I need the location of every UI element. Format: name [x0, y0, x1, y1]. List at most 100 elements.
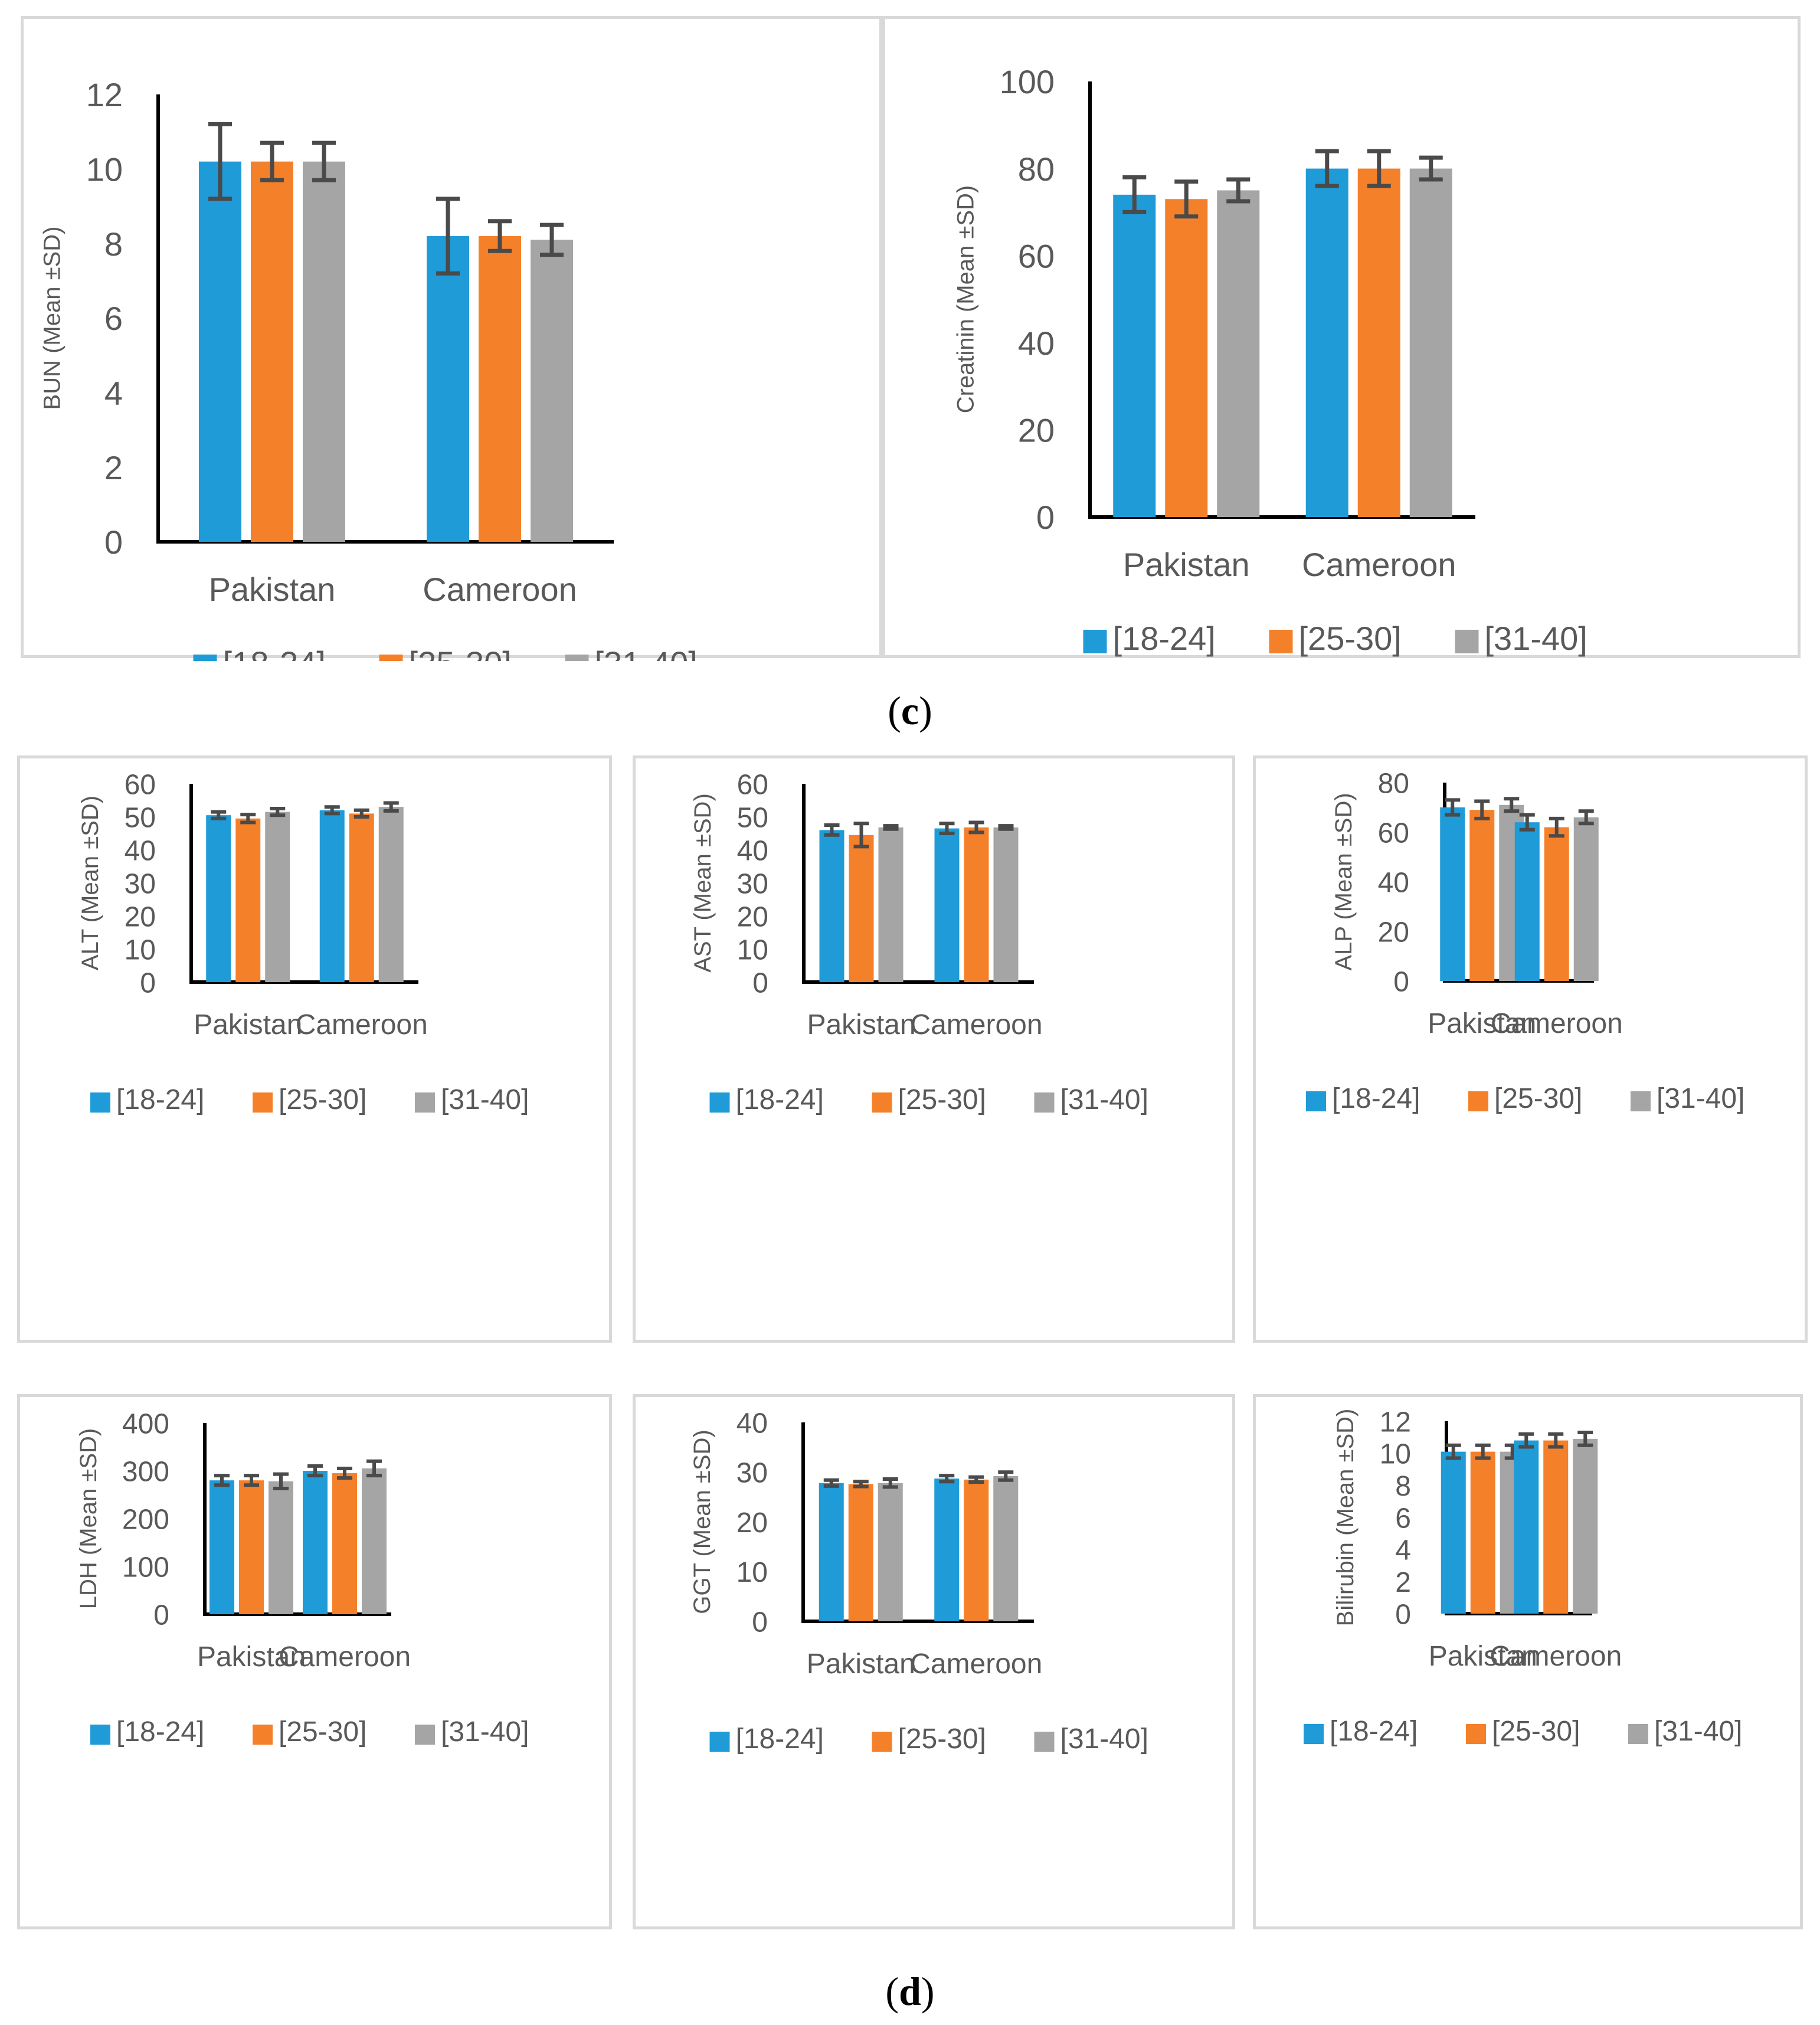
alp-category-1: Cameroon — [1491, 1008, 1623, 1039]
alp-errbar-1-2 — [1578, 809, 1594, 826]
caption-c: (c) — [888, 688, 932, 733]
creatinin-legend-swatch-0 — [1083, 630, 1107, 653]
ast-y-tick-5: 50 — [737, 802, 768, 833]
creatinin-y-tick-1: 20 — [1018, 412, 1055, 449]
creatinin-legend-swatch-2 — [1455, 630, 1479, 653]
ggt-bar-1-2 — [993, 1476, 1019, 1621]
ast-category-1: Cameroon — [910, 1009, 1042, 1041]
panel-alt-chart: 0 10 20 30 40 50 60 ALT (Mean ±SD) Pakistan Camer… — [17, 755, 612, 1343]
panel-ldh-chart: 0 100 200 300 400 LDH (Mean ±SD) Pakistan Camer… — [17, 1394, 612, 1929]
alp-errbar-0-0 — [1445, 798, 1461, 817]
alp-y-tick-2: 40 — [1378, 867, 1409, 898]
bilirubin-legend-label-2: [31-40] — [1654, 1716, 1742, 1747]
alt-bar-0-2 — [265, 812, 290, 982]
bun-legend-label-0: [18-24] — [223, 645, 326, 661]
alt-legend-swatch-2 — [415, 1092, 435, 1113]
alp-legend-label-1: [25-30] — [1494, 1083, 1582, 1114]
bun-errbar-0-1 — [260, 140, 284, 182]
alp-errbar-0-2 — [1504, 797, 1520, 813]
alp-legend-swatch-1 — [1468, 1091, 1488, 1111]
alt-y-tick-3: 30 — [125, 868, 156, 899]
alt-bar-1-0 — [319, 810, 345, 982]
ldh-errbar-1-0 — [307, 1464, 323, 1478]
ldh-bar-0-0 — [210, 1480, 234, 1614]
ldh-y-tick-2: 200 — [122, 1504, 169, 1535]
ggt-y-tick-1: 10 — [736, 1557, 768, 1588]
bilirubin-errbar-0-1 — [1475, 1443, 1491, 1460]
creatinin-y-tick-3: 60 — [1018, 237, 1055, 274]
ldh-bar-0-1 — [239, 1480, 264, 1614]
bilirubin-legend-label-0: [18-24] — [1330, 1716, 1418, 1747]
alt-category-0: Pakistan — [194, 1009, 302, 1041]
bun-chart: 0 2 4 6 8 10 12 BUN (Mean ±SD) Pakistan Cameroon [… — [39, 76, 698, 661]
bilirubin-errbar-1-0 — [1518, 1432, 1534, 1449]
bun-errbar-0-0 — [208, 122, 232, 201]
creatinin-bar-1-2 — [1409, 168, 1452, 518]
alp-y-tick-3: 60 — [1378, 817, 1409, 849]
ldh-errbar-0-2 — [273, 1472, 289, 1490]
alt-bar-0-1 — [235, 818, 261, 982]
bilirubin-category-0: Pakistan — [1429, 1641, 1537, 1672]
alp-errbar-1-1 — [1549, 816, 1564, 838]
alp-legend-swatch-0 — [1306, 1091, 1326, 1111]
bilirubin-bar-1-0 — [1514, 1440, 1539, 1614]
bilirubin-bar-1-2 — [1573, 1438, 1598, 1614]
creatinin-bar-1-0 — [1305, 168, 1348, 518]
alp-legend-label-0: [18-24] — [1332, 1083, 1420, 1114]
ldh-category-1: Cameroon — [279, 1641, 411, 1673]
ldh-y-tick-4: 400 — [122, 1408, 169, 1440]
ast-errbar-0-2 — [883, 824, 899, 831]
panel-bun-chart: 0 2 4 6 8 10 12 BUN (Mean ±SD) Pakistan Cameroon [… — [21, 16, 882, 661]
creatinin-y-label: Creatinin (Mean ±SD) — [953, 185, 979, 414]
alp-legend-swatch-2 — [1631, 1091, 1651, 1111]
ast-errbar-1-1 — [968, 820, 984, 835]
bun-legend-swatch-1 — [379, 655, 403, 661]
ast-bar-0-2 — [878, 827, 904, 982]
alt-y-tick-5: 50 — [125, 802, 156, 833]
alp-bar-1-0 — [1514, 822, 1540, 981]
bun-bar-0-2 — [303, 161, 345, 542]
ldh-errbar-1-2 — [366, 1459, 382, 1478]
ggt-y-tick-3: 30 — [736, 1458, 768, 1489]
ast-bar-1-1 — [964, 827, 989, 982]
bun-y-label: BUN (Mean ±SD) — [39, 227, 65, 410]
ast-legend-swatch-2 — [1034, 1092, 1055, 1113]
bun-y-tick-0: 0 — [104, 524, 123, 561]
ldh-bar-0-2 — [269, 1481, 293, 1614]
bun-bar-0-0 — [199, 161, 241, 542]
panel-ast-chart: 0 10 20 30 40 50 60 AST (Mean ±SD) Pakistan Camer… — [633, 755, 1235, 1343]
bun-legend-swatch-2 — [565, 655, 589, 661]
alt-legend-swatch-1 — [253, 1092, 273, 1113]
alp-bar-1-1 — [1544, 827, 1569, 981]
creatinin-errbar-0-0 — [1122, 175, 1147, 214]
ldh-errbar-0-0 — [214, 1474, 230, 1487]
ast-y-tick-3: 30 — [737, 868, 768, 899]
ast-legend-swatch-0 — [709, 1092, 730, 1113]
creatinin-bar-0-0 — [1113, 194, 1156, 517]
ast-errbar-0-1 — [853, 822, 869, 849]
ggt-errbar-0-0 — [823, 1478, 839, 1488]
ggt-legend-label-0: [18-24] — [736, 1723, 824, 1755]
alp-y-tick-4: 80 — [1378, 768, 1409, 799]
ldh-legend-swatch-0 — [90, 1725, 110, 1745]
ggt-errbar-0-1 — [853, 1480, 869, 1489]
ggt-legend-swatch-2 — [1034, 1732, 1055, 1752]
alt-y-tick-0: 0 — [140, 967, 156, 999]
ast-y-tick-6: 60 — [737, 769, 768, 800]
ggt-errbar-0-2 — [882, 1477, 898, 1489]
alt-legend-swatch-0 — [90, 1092, 110, 1113]
ldh-y-tick-1: 100 — [122, 1552, 169, 1583]
bun-category-0: Pakistan — [209, 571, 336, 608]
creatinin-y-tick-2: 40 — [1018, 325, 1055, 362]
ldh-errbar-1-1 — [337, 1466, 352, 1480]
alt-y-tick-4: 40 — [125, 835, 156, 866]
alp-y-tick-1: 20 — [1378, 917, 1409, 948]
bilirubin-bar-0-0 — [1441, 1451, 1466, 1614]
ast-legend-label-2: [31-40] — [1060, 1084, 1148, 1115]
ggt-legend-swatch-0 — [709, 1732, 730, 1752]
panel-ggt-chart: 0 10 20 30 40 GGT (Mean ±SD) Pakistan Cameroon [… — [633, 1394, 1235, 1929]
bun-y-tick-5: 10 — [86, 151, 123, 188]
